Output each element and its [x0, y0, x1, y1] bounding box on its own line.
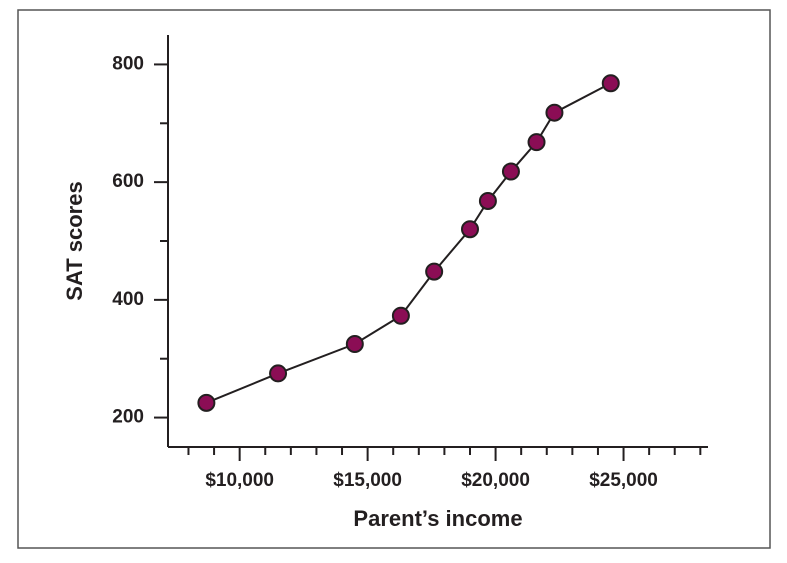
data-point	[527, 133, 546, 152]
data-point	[545, 103, 564, 122]
x-axis-label: Parent’s income	[353, 506, 522, 531]
y-tick-label: 600	[112, 171, 144, 192]
x-tick-label: $20,000	[461, 470, 530, 491]
data-point	[501, 162, 520, 181]
x-tick-label: $10,000	[205, 470, 274, 491]
x-tick-label: $25,000	[589, 470, 658, 491]
series-line	[206, 82, 612, 404]
x-tick-label: $15,000	[333, 470, 402, 491]
frame	[17, 9, 771, 549]
data-point	[460, 220, 479, 239]
data-point	[197, 393, 216, 412]
data-point	[391, 306, 410, 325]
y-tick-label: 400	[112, 289, 144, 310]
y-tick-label: 800	[112, 53, 144, 74]
y-tick-label: 200	[112, 407, 144, 428]
data-point	[601, 74, 620, 93]
y-axis-label: SAT scores	[62, 181, 87, 300]
data-point	[425, 262, 444, 281]
data-point	[345, 335, 364, 353]
data-point	[478, 191, 497, 210]
data-point	[269, 364, 288, 383]
